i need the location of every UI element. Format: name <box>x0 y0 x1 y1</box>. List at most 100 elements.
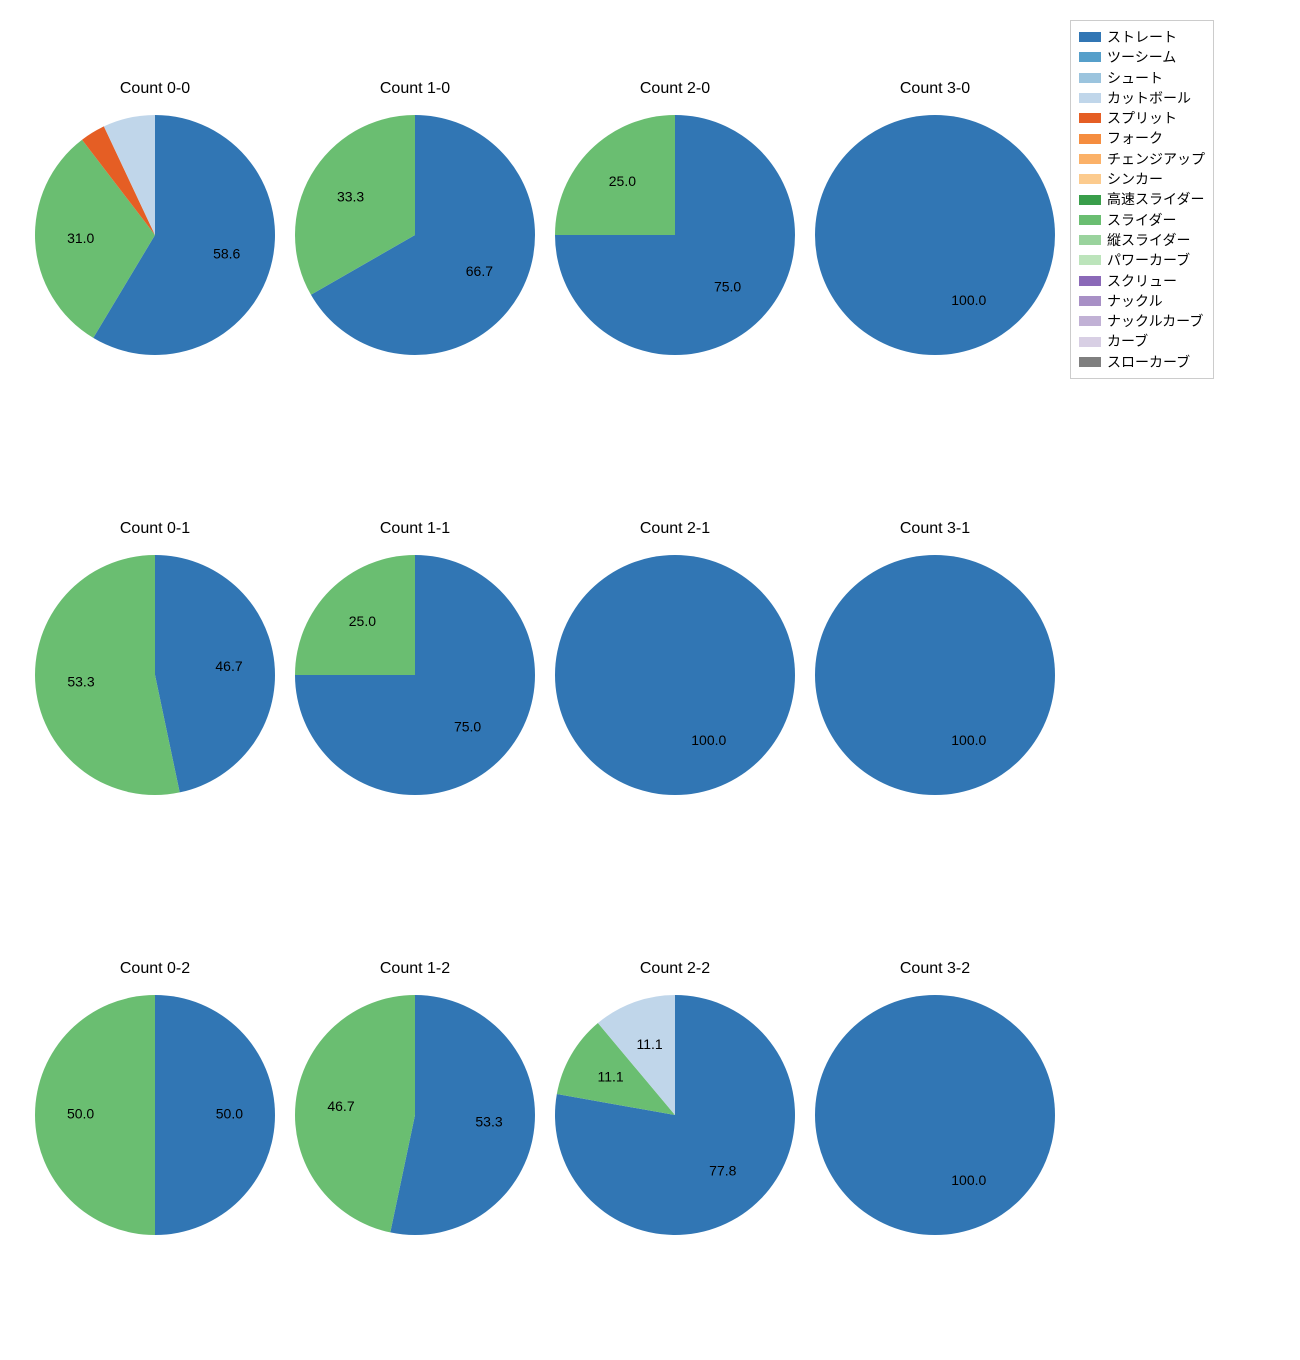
legend-label: ストレート <box>1107 27 1177 47</box>
legend-label: スクリュー <box>1107 271 1177 291</box>
legend-swatch <box>1079 215 1101 225</box>
legend-label: スプリット <box>1107 108 1177 128</box>
legend-row: スローカーブ <box>1079 352 1205 372</box>
pie-slice-label: 46.7 <box>215 658 242 674</box>
legend-label: 高速スライダー <box>1107 189 1204 209</box>
pie-chart: 75.0 25.0 <box>294 554 536 796</box>
pie-chart: 50.050.0 <box>34 994 276 1236</box>
chart-grid-root: Count 0-058.631.0Count 1-066.733.3Count … <box>0 0 1300 1300</box>
legend-swatch <box>1079 276 1101 286</box>
pie-slice-label: 25.0 <box>609 173 636 189</box>
legend-swatch <box>1079 195 1101 205</box>
legend-row: ナックル <box>1079 291 1205 311</box>
pie-chart: 100.0 <box>814 994 1056 1236</box>
pie-cell: Count 0-0 58.6 31.0 <box>25 40 285 480</box>
pie-chart: 66.733.3 <box>294 114 536 356</box>
pie-slice-label: 100.0 <box>951 292 986 308</box>
pie-title: Count 0-2 <box>25 960 285 978</box>
pie-chart: 75.0 25.0 <box>554 114 796 356</box>
pie-cell: Count 3-1 100.0 <box>805 480 1065 920</box>
pie-title: Count 0-1 <box>25 520 285 538</box>
pie-cell: Count 1-1 75.0 25.0 <box>285 480 545 920</box>
pie-cell: Count 0-1 46.7 53.3 <box>25 480 285 920</box>
pie-slice <box>815 115 1055 355</box>
pie-title: Count 2-2 <box>545 960 805 978</box>
legend-swatch <box>1079 337 1101 347</box>
pie-cell: Count 3-0100.0 <box>805 40 1065 480</box>
pie-title: Count 2-0 <box>545 80 805 98</box>
pie-slice-label: 46.7 <box>327 1098 354 1114</box>
pie-slice-label: 75.0 <box>714 278 741 294</box>
pie-slice-label: 31.0 <box>67 230 94 246</box>
legend-swatch <box>1079 154 1101 164</box>
legend-swatch <box>1079 255 1101 265</box>
pie-slice <box>815 555 1055 795</box>
legend-swatch <box>1079 32 1101 42</box>
legend-row: スクリュー <box>1079 271 1205 291</box>
pie-cell: Count 3-2100.0 <box>805 920 1065 1360</box>
legend-label: カットボール <box>1107 88 1191 108</box>
pie-chart: 100.0 <box>554 554 796 796</box>
pie-slice <box>815 995 1055 1235</box>
legend-swatch <box>1079 316 1101 326</box>
legend-label: チェンジアップ <box>1107 149 1205 169</box>
legend-swatch <box>1079 235 1101 245</box>
pie-cell: Count 2-277.811.111.1 <box>545 920 805 1360</box>
legend-label: ナックル <box>1107 291 1163 311</box>
pie-slice-label: 75.0 <box>454 718 481 734</box>
pie-slice-label: 11.1 <box>597 1068 623 1084</box>
legend-row: 縦スライダー <box>1079 230 1205 250</box>
legend-row: チェンジアップ <box>1079 149 1205 169</box>
legend-swatch <box>1079 113 1101 123</box>
pie-title: Count 0-0 <box>25 80 285 98</box>
pie-chart: 77.811.111.1 <box>554 994 796 1236</box>
legend-label: スライダー <box>1107 210 1176 230</box>
legend-swatch <box>1079 296 1101 306</box>
pie-slice-label: 100.0 <box>691 732 726 748</box>
legend-swatch <box>1079 73 1101 83</box>
pie-title: Count 3-1 <box>805 520 1065 538</box>
pie-slice-label: 25.0 <box>349 613 376 629</box>
legend-row: カットボール <box>1079 88 1205 108</box>
legend-row: カーブ <box>1079 331 1205 351</box>
pie-title: Count 2-1 <box>545 520 805 538</box>
legend: ストレートツーシームシュートカットボールスプリットフォークチェンジアップシンカー… <box>1070 20 1214 379</box>
pie-slice-label: 53.3 <box>67 673 94 689</box>
legend-swatch <box>1079 357 1101 367</box>
pie-title: Count 1-0 <box>285 80 545 98</box>
legend-label: カーブ <box>1107 331 1148 351</box>
pie-title: Count 1-1 <box>285 520 545 538</box>
legend-label: ナックルカーブ <box>1107 311 1203 331</box>
pie-slice-label: 58.6 <box>213 246 240 262</box>
legend-label: シンカー <box>1107 169 1163 189</box>
pie-slice <box>295 995 415 1232</box>
legend-row: シュート <box>1079 68 1205 88</box>
legend-row: ナックルカーブ <box>1079 311 1205 331</box>
legend-label: スローカーブ <box>1107 352 1190 372</box>
pie-cell: Count 1-2 53.3 46.7 <box>285 920 545 1360</box>
legend-swatch <box>1079 174 1101 184</box>
pie-slice-label: 50.0 <box>216 1106 243 1122</box>
pie-slice-label: 33.3 <box>337 188 364 204</box>
legend-row: パワーカーブ <box>1079 250 1205 270</box>
pie-slice-label: 53.3 <box>475 1113 502 1129</box>
legend-row: ストレート <box>1079 27 1205 47</box>
legend-row: 高速スライダー <box>1079 189 1205 209</box>
legend-row: スプリット <box>1079 108 1205 128</box>
legend-row: スライダー <box>1079 210 1205 230</box>
pie-cell: Count 1-0 66.733.3 <box>285 40 545 480</box>
pie-chart: 53.3 46.7 <box>294 994 536 1236</box>
legend-row: ツーシーム <box>1079 47 1205 67</box>
pie-slice-label: 100.0 <box>951 732 986 748</box>
pie-slice <box>555 555 795 795</box>
legend-row: フォーク <box>1079 128 1205 148</box>
pie-title: Count 1-2 <box>285 960 545 978</box>
legend-label: シュート <box>1107 68 1163 88</box>
legend-swatch <box>1079 93 1101 103</box>
pie-cell: Count 0-2 50.050.0 <box>25 920 285 1360</box>
pie-chart: 100.0 <box>814 114 1056 356</box>
legend-label: 縦スライダー <box>1107 230 1190 250</box>
legend-label: ツーシーム <box>1107 47 1176 67</box>
pie-slice-label: 77.8 <box>709 1163 736 1179</box>
legend-label: フォーク <box>1107 128 1163 148</box>
